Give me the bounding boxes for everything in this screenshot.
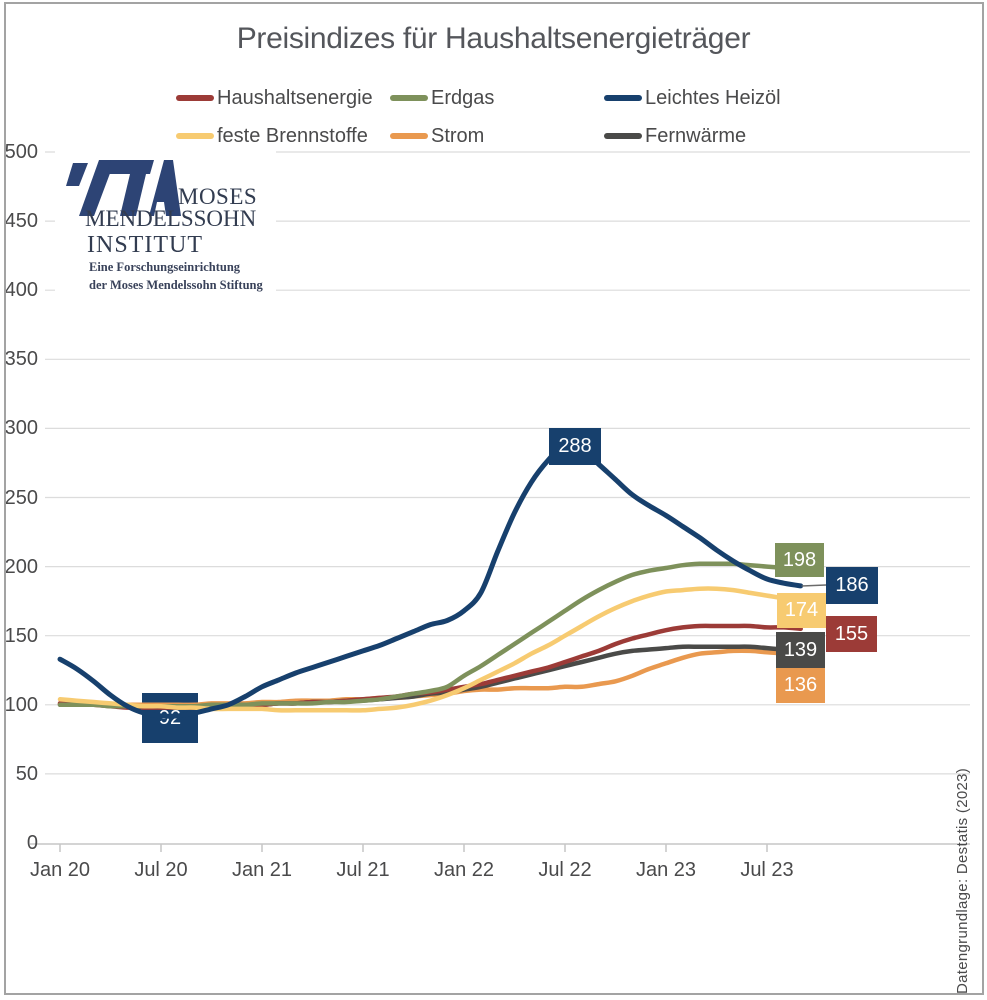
chart-title: Preisindizes für Haushaltsenergieträger [236, 22, 751, 55]
logo-word-institut: INSTITUT [87, 232, 203, 258]
legend-label: feste Brennstoffe [217, 124, 368, 147]
y-axis-label-450: 450 [4, 210, 38, 233]
legend-item-feste-brennstoffe: feste Brennstoffe [176, 125, 368, 147]
legend-item-strom: Strom [390, 125, 484, 147]
legend-item-fernw-rme: Fernwärme [604, 125, 746, 147]
y-axis-label-250: 250 [4, 486, 38, 509]
legend-swatch-icon [390, 95, 428, 101]
x-axis-label-jan-23: Jan 23 [635, 859, 697, 881]
x-axis-label-jan-21: Jan 21 [231, 859, 293, 881]
x-axis-label-jul-20: Jul 20 [134, 859, 188, 881]
y-axis-label-150: 150 [4, 624, 38, 647]
y-axis-label-350: 350 [4, 348, 38, 371]
legend-item-haushaltsenergie: Haushaltsenergie [176, 87, 373, 109]
legend-swatch-icon [604, 95, 642, 101]
logo-subtitle-1: Eine Forschungseinrichtung [89, 260, 241, 274]
y-axis-label-50: 50 [15, 762, 38, 785]
logo-word-mendelssohn: MENDELSSOHN [85, 206, 257, 231]
legend-label: Erdgas [431, 86, 495, 109]
legend-label: Strom [431, 124, 485, 147]
series-line-leichtes-heiz-l [57, 442, 804, 719]
logo-subtitle-2: der Moses Mendelssohn Stiftung [89, 278, 263, 292]
legend-swatch-icon [390, 133, 428, 139]
value-label-186: 186 [826, 567, 878, 604]
y-axis-label-500: 500 [4, 141, 38, 163]
y-axis-label-100: 100 [4, 693, 38, 716]
value-label-174: 174 [777, 593, 826, 628]
legend-item-leichtes-heiz-l: Leichtes Heizöl [604, 87, 781, 109]
source-note: Datengrundlage: Destatis (2023) [954, 767, 971, 994]
x-axis-label-jul-21: Jul 21 [336, 859, 390, 881]
mmi-logo: MOSES MENDELSSOHN INSTITUT Eine Forschun… [55, 150, 276, 296]
value-label-139: 139 [776, 632, 825, 668]
legend-label: Leichtes Heizöl [645, 86, 781, 109]
y-axis-label-200: 200 [4, 555, 38, 578]
value-label-136: 136 [776, 668, 825, 703]
value-label-155: 155 [826, 616, 877, 652]
y-axis-label-400: 400 [4, 279, 38, 302]
value-label-288: 288 [549, 428, 601, 465]
mmi-logo-mark-icon [66, 160, 181, 216]
x-axis-label-jan-22: Jan 22 [433, 859, 495, 881]
x-axis-label-jan-20: Jan 20 [29, 859, 91, 881]
legend-swatch-icon [604, 133, 642, 139]
label-leader-186 [801, 584, 827, 587]
legend-swatch-icon [176, 133, 214, 139]
logo-word-moses: MOSES [178, 184, 258, 209]
legend-item-erdgas: Erdgas [390, 87, 494, 109]
legend-label: Haushaltsenergie [217, 86, 373, 109]
legend-label: Fernwärme [645, 124, 747, 147]
y-axis-label-300: 300 [4, 417, 38, 440]
series-line-feste-brennstoffe [57, 586, 803, 713]
y-axis-label-0: 0 [26, 832, 38, 854]
x-axis-label-jul-22: Jul 22 [538, 859, 592, 881]
legend-swatch-icon [176, 95, 214, 101]
x-axis-label-jul-23: Jul 23 [740, 859, 794, 881]
value-label-198: 198 [775, 543, 824, 577]
